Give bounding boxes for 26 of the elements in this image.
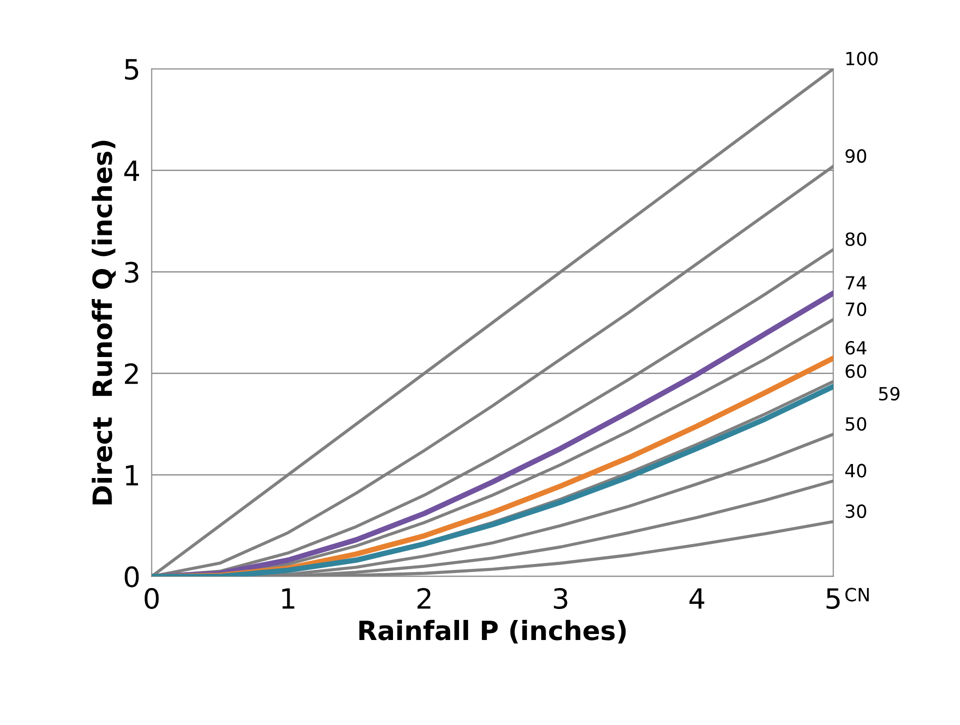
x-axis-title: Rainfall P (inches) [359, 620, 626, 644]
series-label: 50 [846, 417, 866, 431]
y-tick-label: 3 [125, 262, 138, 283]
x-tick-label: 0 [144, 588, 159, 609]
y-tick-label: 5 [125, 59, 138, 80]
x-tick-label: 4 [689, 588, 704, 609]
x-tick-label: 2 [418, 588, 430, 609]
series-label: 90 [846, 149, 866, 163]
y-tick-label: 1 [126, 465, 138, 486]
series-label: 70 [846, 302, 866, 316]
x-tick-label: 1 [282, 588, 294, 609]
x-tick-label: 3 [554, 588, 568, 609]
y-axis-title: Direct Runoff Q (inches) [92, 140, 116, 504]
x-tick-label: 5 [826, 588, 840, 609]
text: 59 [879, 386, 900, 401]
series-label: 40 [845, 464, 866, 478]
series-label: 30 [846, 504, 866, 518]
y-tick-label: 4 [124, 160, 140, 181]
series-label: 74 [846, 276, 866, 290]
y-tick-label: 0 [124, 566, 139, 588]
y-tick-label: 2 [124, 363, 138, 384]
series-label: 100 [846, 52, 878, 66]
text: CN [845, 588, 869, 602]
series-label: 64 [846, 340, 866, 355]
series-label: 60 [846, 364, 866, 378]
series-label: 80 [846, 232, 866, 246]
